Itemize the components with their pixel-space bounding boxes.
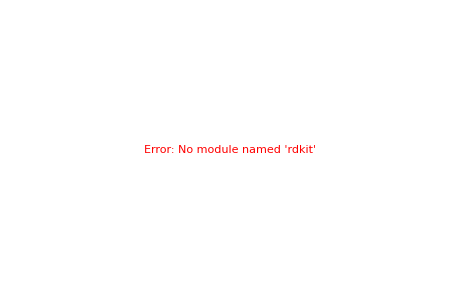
Text: Error: No module named 'rdkit': Error: No module named 'rdkit' — [144, 145, 315, 155]
